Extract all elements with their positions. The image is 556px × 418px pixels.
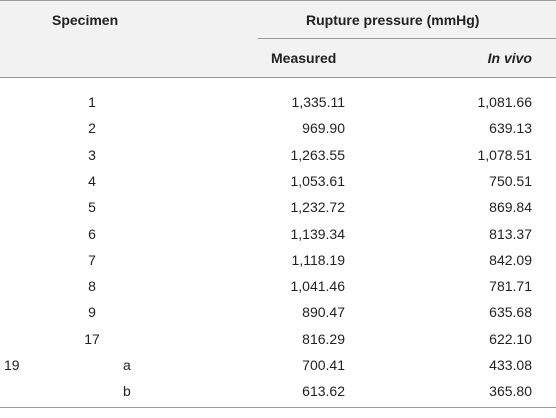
in-vivo-cell: 635.68 <box>489 304 532 321</box>
measured-cell: 1,118.19 <box>291 251 345 268</box>
measured-cell: 700.41 <box>302 357 345 373</box>
in-vivo-cell: 813.37 <box>489 225 532 242</box>
specimen-cell: 5 <box>88 199 96 216</box>
bottom-rule <box>0 407 556 408</box>
in-vivo-cell: 842.09 <box>489 251 532 268</box>
specimen-header: Specimen <box>52 12 119 28</box>
measured-cell: 1,053.61 <box>290 172 346 189</box>
in-vivo-cell: 433.08 <box>489 357 532 373</box>
in-vivo-cell: 781.71 <box>489 278 532 295</box>
specimen-cell: 6 <box>88 225 96 242</box>
in-vivo-cell: 1,078.51 <box>477 146 533 163</box>
specimen-cell: 8 <box>88 278 96 295</box>
sub-cell: b <box>123 383 131 400</box>
specimen-cell: 3 <box>88 146 96 163</box>
measured-cell: 1,041.46 <box>290 278 346 295</box>
in-vivo-cell: 639.13 <box>489 120 532 137</box>
measured-header: Measured <box>271 50 337 66</box>
measured-cell: 613.62 <box>302 383 345 400</box>
in-vivo-cell: 1,081.66 <box>477 94 533 110</box>
specimen-cell: 2 <box>88 120 96 137</box>
in-vivo-cell: 869.84 <box>489 199 532 216</box>
measured-cell: 816.29 <box>302 330 345 347</box>
in-vivo-header: In vivo <box>487 50 532 66</box>
measured-cell: 1,335.11 <box>291 94 345 110</box>
top-rule <box>0 0 556 1</box>
specimen-cell: 9 <box>88 304 96 321</box>
in-vivo-cell: 622.10 <box>489 330 532 347</box>
in-vivo-cell: 365.80 <box>489 383 532 400</box>
measured-cell: 1,139.34 <box>290 225 346 242</box>
specimen-cell: 7 <box>88 251 96 268</box>
sub-cell: a <box>123 357 131 373</box>
specimen-cell: 19 <box>4 357 20 373</box>
header-rule <box>0 77 556 78</box>
group-rule <box>258 38 556 39</box>
in-vivo-cell: 750.51 <box>489 172 532 189</box>
specimen-cell: 17 <box>84 330 100 347</box>
specimen-cell: 1 <box>88 94 96 110</box>
measured-cell: 1,263.55 <box>290 146 346 163</box>
measured-cell: 969.90 <box>302 120 345 137</box>
group-header: Rupture pressure (mmHg) <box>306 12 480 28</box>
measured-cell: 890.47 <box>302 304 345 321</box>
measured-cell: 1,232.72 <box>290 199 346 216</box>
specimen-cell: 4 <box>88 172 96 189</box>
